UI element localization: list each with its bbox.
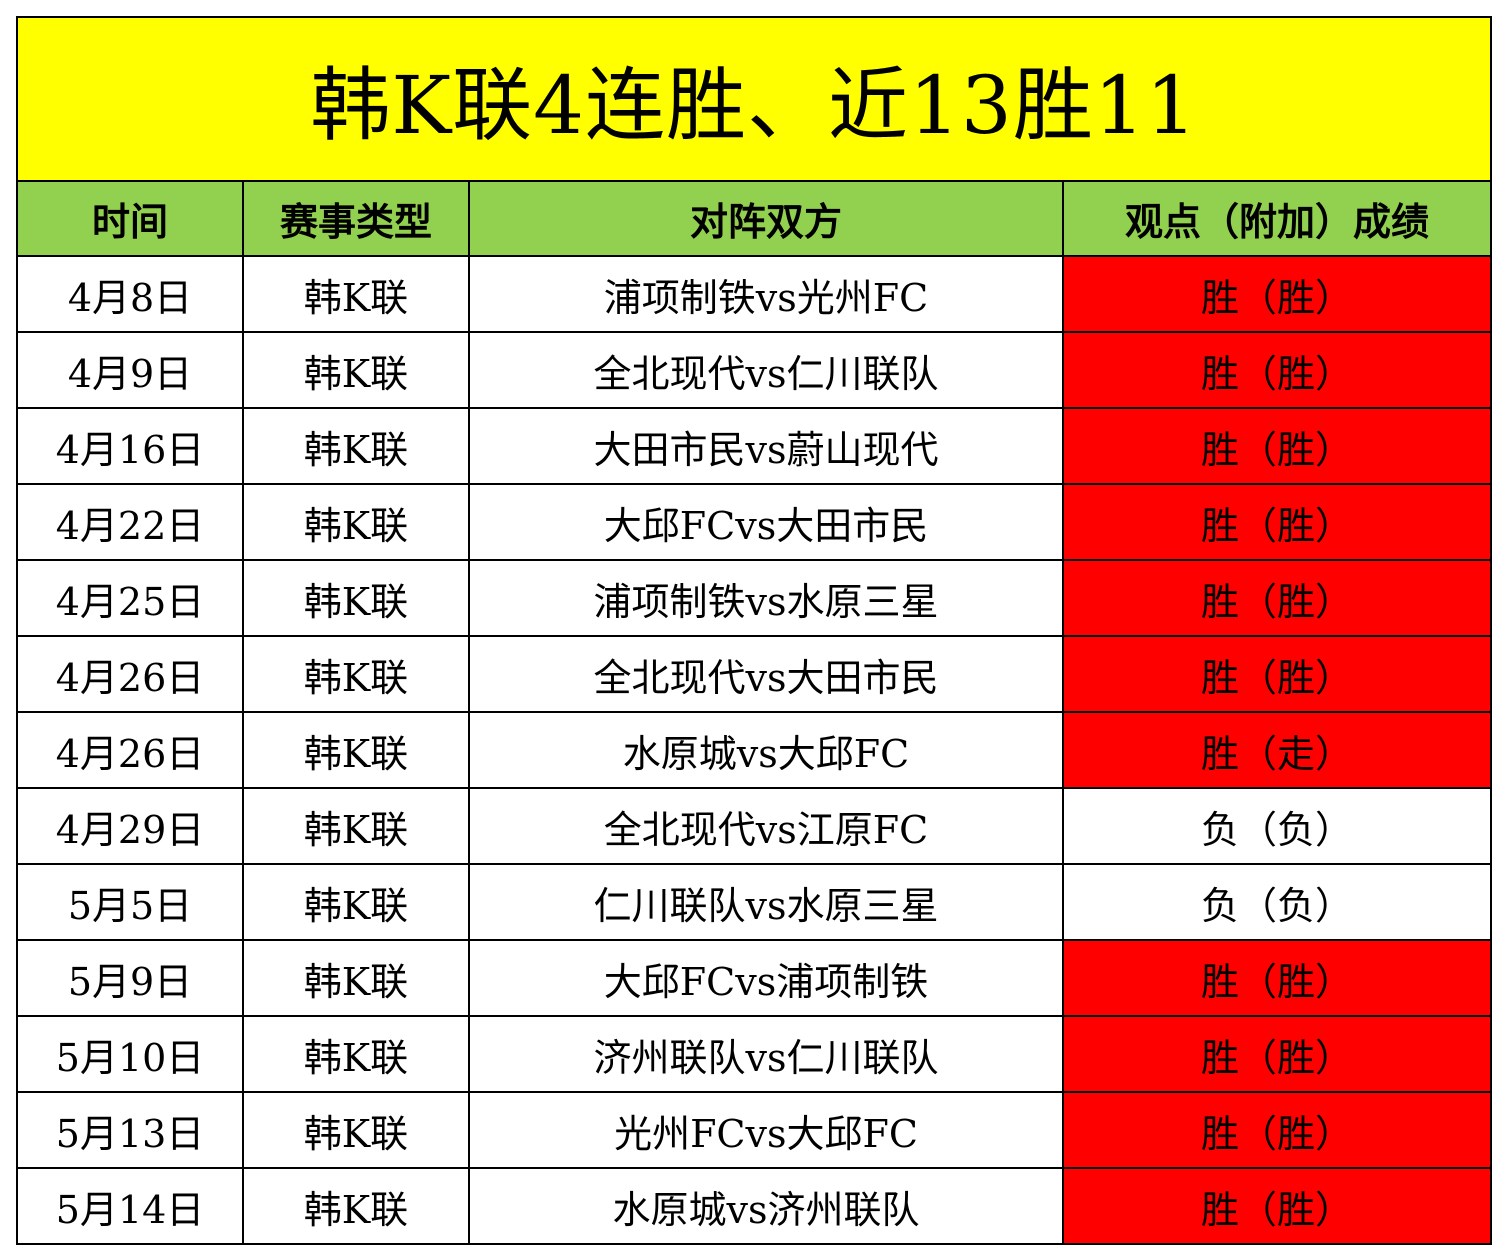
date-cell: 5月14日 (16, 1167, 244, 1245)
table-row: 4月16日 韩K联 大田市民vs蔚山现代 胜（胜） (16, 407, 1493, 485)
result-cell: 胜（胜） (1061, 483, 1493, 561)
match-cell: 仁川联队vs水原三星 (468, 863, 1064, 941)
table-row: 4月8日 韩K联 浦项制铁vs光州FC 胜（胜） (16, 255, 1493, 333)
table-row: 4月26日 韩K联 水原城vs大邱FC 胜（走） (16, 711, 1493, 789)
result-cell: 负（负） (1061, 787, 1493, 865)
result-cell: 胜（胜） (1061, 1015, 1493, 1093)
match-cell: 济州联队vs仁川联队 (468, 1015, 1064, 1093)
table-row: 5月5日 韩K联 仁川联队vs水原三星 负（负） (16, 863, 1493, 941)
date-cell: 5月5日 (16, 863, 244, 941)
result-cell: 胜（胜） (1061, 407, 1493, 485)
result-cell: 负（负） (1061, 863, 1493, 941)
match-cell: 大邱FCvs浦项制铁 (468, 939, 1064, 1017)
table-row: 4月25日 韩K联 浦项制铁vs水原三星 胜（胜） (16, 559, 1493, 637)
league-cell: 韩K联 (242, 1167, 470, 1245)
date-cell: 5月10日 (16, 1015, 244, 1093)
table-row: 5月9日 韩K联 大邱FCvs浦项制铁 胜（胜） (16, 939, 1493, 1017)
league-cell: 韩K联 (242, 255, 470, 333)
table-row: 4月29日 韩K联 全北现代vs江原FC 负（负） (16, 787, 1493, 865)
league-cell: 韩K联 (242, 407, 470, 485)
header-row: 时间 赛事类型 对阵双方 观点（附加）成绩 (16, 180, 1493, 257)
match-cell: 全北现代vs大田市民 (468, 635, 1064, 713)
header-result: 观点（附加）成绩 (1061, 180, 1493, 257)
result-cell: 胜（胜） (1061, 1091, 1493, 1169)
match-cell: 水原城vs济州联队 (468, 1167, 1064, 1245)
league-cell: 韩K联 (242, 559, 470, 637)
table-row: 4月26日 韩K联 全北现代vs大田市民 胜（胜） (16, 635, 1493, 713)
date-cell: 4月16日 (16, 407, 244, 485)
sheet-title: 韩K联4连胜、近13胜11 (15, 16, 1493, 182)
match-cell: 光州FCvs大邱FC (468, 1091, 1064, 1169)
date-cell: 4月26日 (16, 711, 244, 789)
match-cell: 浦项制铁vs光州FC (468, 255, 1064, 333)
date-cell: 4月29日 (16, 787, 244, 865)
match-cell: 全北现代vs仁川联队 (468, 331, 1064, 409)
result-cell: 胜（胜） (1061, 635, 1493, 713)
league-cell: 韩K联 (242, 1091, 470, 1169)
header-date: 时间 (16, 180, 244, 257)
league-cell: 韩K联 (242, 863, 470, 941)
league-cell: 韩K联 (242, 331, 470, 409)
league-cell: 韩K联 (242, 483, 470, 561)
date-cell: 4月22日 (16, 483, 244, 561)
result-cell: 胜（胜） (1061, 331, 1493, 409)
title-row: 韩K联4连胜、近13胜11 (15, 16, 1493, 182)
date-cell: 4月26日 (16, 635, 244, 713)
league-cell: 韩K联 (242, 1015, 470, 1093)
table-row: 4月22日 韩K联 大邱FCvs大田市民 胜（胜） (16, 483, 1493, 561)
league-cell: 韩K联 (242, 939, 470, 1017)
table-row: 5月14日 韩K联 水原城vs济州联队 胜（胜） (16, 1167, 1493, 1245)
league-cell: 韩K联 (242, 635, 470, 713)
date-cell: 4月9日 (16, 331, 244, 409)
league-cell: 韩K联 (242, 711, 470, 789)
results-table: 韩K联4连胜、近13胜11 时间 赛事类型 对阵双方 观点（附加）成绩 4月8日… (15, 16, 1493, 1245)
header-league: 赛事类型 (242, 180, 470, 257)
match-cell: 大邱FCvs大田市民 (468, 483, 1064, 561)
result-cell: 胜（胜） (1061, 939, 1493, 1017)
header-match: 对阵双方 (468, 180, 1064, 257)
table-body: 4月8日 韩K联 浦项制铁vs光州FC 胜（胜） 4月9日 韩K联 全北现代vs仁川联队 胜（… (16, 255, 1493, 1245)
date-cell: 4月25日 (16, 559, 244, 637)
date-cell: 5月13日 (16, 1091, 244, 1169)
match-cell: 浦项制铁vs水原三星 (468, 559, 1064, 637)
match-cell: 全北现代vs江原FC (468, 787, 1064, 865)
match-cell: 大田市民vs蔚山现代 (468, 407, 1064, 485)
result-cell: 胜（胜） (1061, 559, 1493, 637)
match-cell: 水原城vs大邱FC (468, 711, 1064, 789)
result-cell: 胜（走） (1061, 711, 1493, 789)
table-row: 5月10日 韩K联 济州联队vs仁川联队 胜（胜） (16, 1015, 1493, 1093)
table-row: 5月13日 韩K联 光州FCvs大邱FC 胜（胜） (16, 1091, 1493, 1169)
table-row: 4月9日 韩K联 全北现代vs仁川联队 胜（胜） (16, 331, 1493, 409)
result-cell: 胜（胜） (1061, 255, 1493, 333)
league-cell: 韩K联 (242, 787, 470, 865)
date-cell: 4月8日 (16, 255, 244, 333)
date-cell: 5月9日 (16, 939, 244, 1017)
result-cell: 胜（胜） (1061, 1167, 1493, 1245)
